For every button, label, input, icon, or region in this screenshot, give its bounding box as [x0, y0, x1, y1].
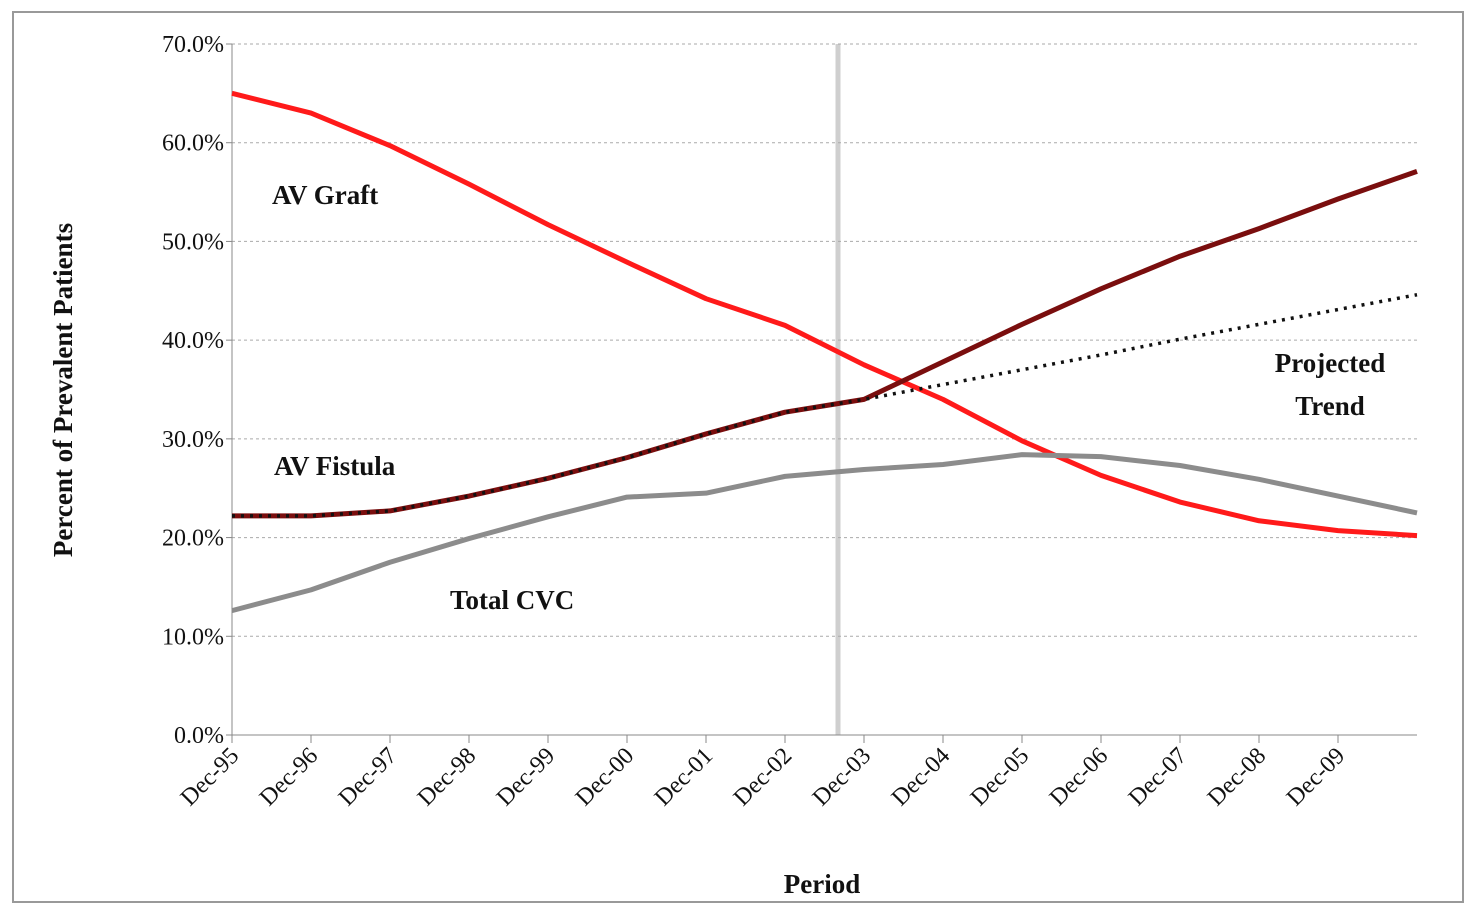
series-label: Total CVC: [450, 585, 574, 615]
y-tick-label: 40.0%: [162, 328, 224, 354]
x-tick-label: Dec-95: [176, 743, 244, 811]
series-label: AV Graft: [272, 180, 378, 210]
series-line: [231, 452, 1418, 614]
x-tick-label: Dec-99: [492, 743, 560, 811]
y-axis-title: Percent of Prevalent Patients: [48, 223, 78, 557]
x-tick-label: Dec-96: [255, 743, 323, 811]
y-tick-label: 70.0%: [162, 32, 224, 58]
x-tick-label: Dec-00: [571, 743, 639, 811]
series-line: [231, 90, 1418, 539]
x-tick-label: Dec-06: [1045, 743, 1113, 811]
y-tick-label: 20.0%: [162, 526, 224, 552]
x-tick-label: Dec-05: [966, 743, 1034, 811]
series-label-line: Trend: [1295, 391, 1365, 421]
series-label: Projected Trend: [1275, 348, 1385, 421]
x-tick-label: Dec-04: [887, 743, 955, 811]
series-line: [232, 293, 1418, 518]
x-tick-label: Dec-98: [413, 743, 481, 811]
series-label-line: Projected: [1275, 348, 1385, 378]
x-tick-label: Dec-03: [808, 743, 876, 811]
x-tick-label: Dec-07: [1124, 743, 1192, 811]
x-tick-label: Dec-08: [1203, 743, 1271, 811]
y-tick-label: 60.0%: [162, 131, 224, 157]
y-tick-label: 30.0%: [162, 427, 224, 453]
y-tick-label: 0.0%: [174, 723, 224, 749]
x-tick-label: Dec-97: [334, 743, 402, 811]
x-tick-label: Dec-09: [1282, 743, 1350, 811]
x-axis-title: Period: [784, 869, 860, 899]
x-tick-label: Dec-01: [650, 743, 718, 811]
y-tick-label: 10.0%: [162, 624, 224, 650]
x-tick-label: Dec-02: [729, 743, 797, 811]
chart-frame: [12, 11, 1464, 903]
y-tick-label: 50.0%: [162, 229, 224, 255]
series-label: AV Fistula: [274, 451, 396, 481]
